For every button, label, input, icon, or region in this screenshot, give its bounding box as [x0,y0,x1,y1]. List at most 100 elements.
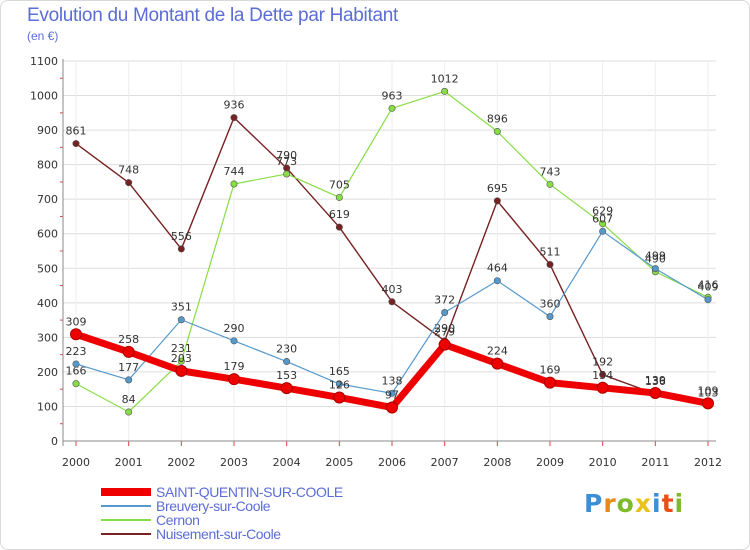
data-label: 136 [645,375,666,388]
data-point [125,376,133,384]
data-point [546,180,554,188]
legend-label: SAINT-QUENTIN-SUR-COOLE [156,484,343,500]
data-label: 165 [329,365,350,378]
data-point [335,223,343,231]
data-point [228,373,240,386]
data-point [386,401,398,414]
data-label: 790 [276,149,297,162]
x-tick-label: 2012 [694,456,722,469]
chart-title: Evolution du Montant de la Dette par Hab… [27,5,398,26]
y-tick-label: 0 [51,435,58,448]
y-tick-label: 200 [37,366,58,379]
data-point [649,386,662,399]
data-point [230,114,238,122]
data-label: 705 [329,178,350,191]
data-point [546,260,554,268]
data-label: 511 [540,245,561,258]
legend-swatch [101,533,151,535]
data-point [122,345,135,358]
data-label: 360 [540,298,561,311]
data-point [599,371,607,379]
data-point [491,357,504,370]
y-tick-label: 1000 [30,90,58,103]
data-point [544,376,556,389]
data-point [177,316,185,324]
data-label: 169 [540,364,561,377]
data-point [493,197,501,205]
data-point [438,338,451,351]
data-point [230,337,238,345]
data-point [388,389,396,397]
legend-swatch [101,505,151,507]
logo-letter: o [616,489,635,518]
data-label: 403 [382,283,403,296]
data-point [72,140,80,148]
data-point [651,265,659,273]
data-label: 290 [224,322,245,335]
data-label: 1012 [431,72,459,85]
data-point [599,220,607,228]
y-tick-label: 800 [37,159,58,172]
y-tick-label: 400 [37,297,58,310]
data-label: 192 [592,356,613,369]
data-point [230,180,238,188]
logo-letter: i [652,489,662,518]
data-point [388,298,396,306]
data-label: 499 [645,250,666,263]
data-point [546,313,554,321]
data-point [72,380,80,388]
data-label: 139 [645,374,666,387]
data-label: 126 [329,378,350,391]
data-label: 166 [66,365,87,378]
logo-letter: x [634,489,652,518]
x-tick-label: 2007 [431,456,459,469]
data-point [283,170,291,178]
data-point [177,245,185,253]
data-label: 258 [118,333,139,346]
data-point [280,382,293,395]
data-point [596,381,609,394]
data-point [333,391,346,404]
legend-swatch [101,519,151,521]
logo-letter: r [603,489,617,518]
data-label: 619 [329,208,350,221]
data-label: 224 [487,345,508,358]
data-label: 109 [698,384,719,397]
data-label: 103 [698,386,719,399]
proxiti-logo: Proxiti [584,489,684,518]
data-point [125,179,133,187]
data-label: 179 [224,360,245,373]
x-tick-label: 2011 [641,456,669,469]
data-label: 748 [118,164,139,177]
data-label: 203 [171,352,192,365]
y-tick-label: 600 [37,228,58,241]
x-tick-label: 2004 [273,456,301,469]
data-label: 279 [434,326,455,339]
x-tick-label: 2001 [115,456,143,469]
data-label: 416 [698,278,719,291]
data-label: 773 [276,155,297,168]
legend-label: Breuvery-sur-Coole [156,498,271,514]
data-label: 861 [66,125,87,138]
data-label: 409 [698,281,719,294]
data-point [388,104,396,112]
data-label: 309 [66,315,87,328]
legend-swatch [101,488,151,496]
data-label: 84 [122,393,136,406]
data-point [70,328,82,341]
data-label: 607 [592,212,613,225]
data-label: 963 [382,89,403,102]
data-label: 372 [434,293,455,306]
logo-letter: P [584,489,604,518]
data-label: 896 [487,112,508,125]
x-tick-label: 2008 [483,456,511,469]
data-point [335,193,343,201]
data-label: 629 [592,205,613,218]
logo-letter: t [661,489,675,518]
data-label: 230 [276,343,297,356]
x-tick-label: 2003 [220,456,248,469]
data-point [493,277,501,285]
data-label: 490 [645,253,666,266]
